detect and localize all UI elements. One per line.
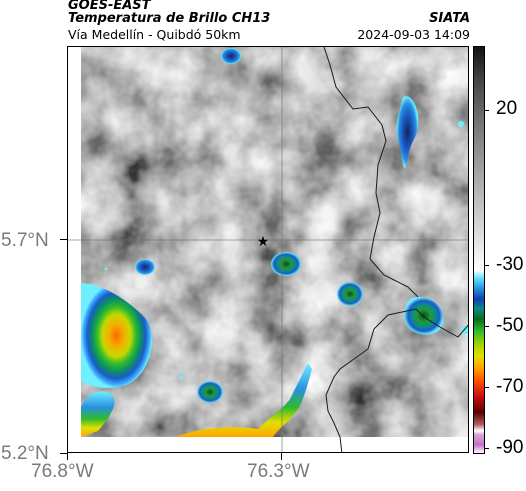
satellite-map[interactable]: ★ [67, 46, 469, 453]
product-title: Temperatura de Brillo CH13 [68, 12, 270, 26]
colorbar-tick [484, 448, 489, 449]
colorbar-tick [484, 265, 489, 266]
colorbar-label: -30 [496, 254, 523, 276]
colorbar-label: -70 [496, 376, 523, 398]
colorbar [473, 46, 485, 454]
lon-tick [281, 453, 282, 460]
colorbar-tick [484, 387, 489, 388]
organization-label: SIATA [429, 12, 470, 26]
region-subtitle: Vía Medellín - Quibdó 50km [68, 28, 241, 42]
colorbar-tick [484, 110, 489, 111]
map-canvas: ★ [68, 47, 469, 453]
star-icon: ★ [257, 234, 270, 250]
lon-tick [67, 453, 68, 460]
lat-label: 5.7°N [1, 230, 49, 252]
datetime-label: 2024-09-03 14:09 [357, 28, 470, 42]
colorbar-tick [484, 326, 489, 327]
lat-tick [60, 239, 67, 240]
colorbar-label: 20 [496, 98, 517, 120]
lat-tick [60, 453, 67, 454]
lon-label: 76.8°W [31, 461, 94, 483]
colorbar-label: -50 [496, 315, 523, 337]
lon-label: 76.3°W [247, 461, 310, 483]
colorbar-label: -90 [496, 437, 523, 459]
